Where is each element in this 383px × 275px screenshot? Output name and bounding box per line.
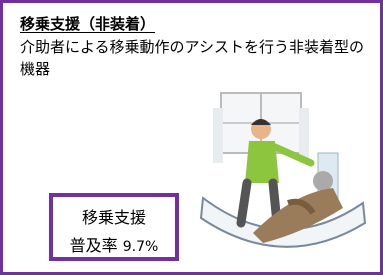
rate-label: 普及率 [70, 236, 118, 255]
page: {"card": {"title": "移乗支援（非装着）", "descrip… [0, 0, 383, 275]
card-description: 介助者による移乗動作のアシストを行う非装着型の機器 [20, 36, 365, 80]
rate-value: 9.7% [123, 239, 159, 255]
stat-label: 移乗支援 [53, 204, 175, 228]
illustration [193, 83, 373, 263]
card: 移乗支援（非装着） 介助者による移乗動作のアシストを行う非装着型の機器 移乗支援… [0, 0, 383, 275]
card-title: 移乗支援（非装着） [20, 13, 155, 34]
stat-box: 移乗支援 普及率 9.7% [49, 193, 179, 261]
stat-rate-line: 普及率 9.7% [53, 232, 175, 256]
